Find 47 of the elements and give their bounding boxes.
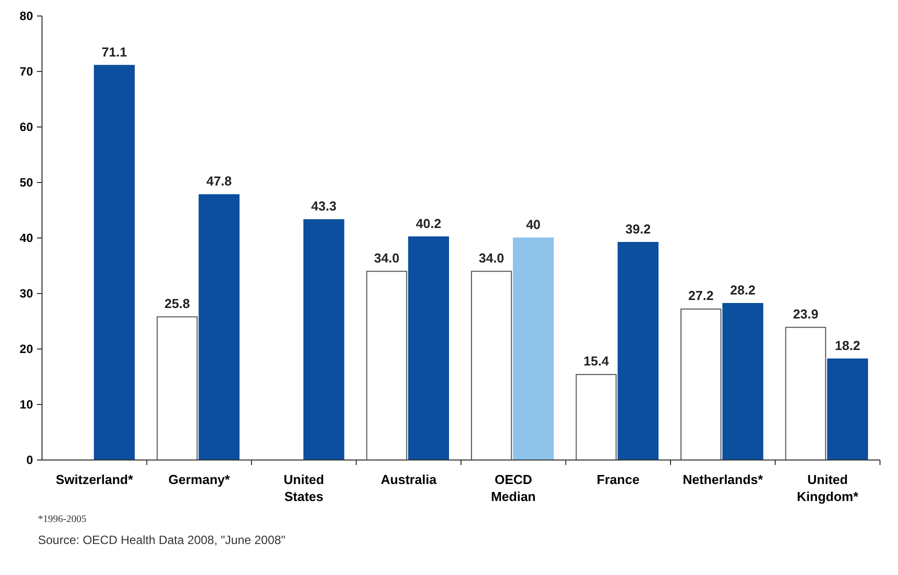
text: *1996-2005 — [38, 514, 86, 525]
bar — [576, 374, 617, 460]
y-tick-label: 50 — [20, 176, 34, 190]
source-note: Source: OECD Health Data 2008, "June 2008" — [38, 533, 286, 547]
bar — [722, 302, 764, 460]
y-tick-label: 40 — [20, 231, 34, 246]
x-tick-label: OECD Median — [490, 472, 536, 504]
data-label: 43.3 — [311, 198, 336, 214]
bar — [303, 219, 344, 460]
bar — [827, 358, 868, 460]
data-label: 40.2 — [416, 216, 442, 231]
x-tick-label: Netherlands* — [682, 472, 764, 487]
bar — [618, 242, 659, 460]
x-tick-label: Australia — [380, 472, 438, 487]
x-tick-label: France — [596, 472, 640, 487]
data-label: 15.4 — [584, 354, 610, 369]
y-tick-label: 60 — [20, 120, 34, 134]
y-tick-label: 10 — [20, 398, 34, 412]
y-tick-label: 0 — [26, 453, 34, 468]
bar — [785, 326, 826, 460]
data-label: 25.8 — [164, 296, 190, 311]
y-tick-label: 30 — [20, 286, 34, 301]
y-tick-label: 70 — [20, 64, 34, 79]
x-tick-label: Switzerland* — [56, 472, 134, 487]
data-label: 27.2 — [688, 288, 714, 304]
y-tick-label: 20 — [20, 342, 34, 356]
data-label: 40 — [526, 217, 541, 232]
x-tick-label: United Kingdom* — [796, 472, 860, 504]
data-label: 47.8 — [206, 174, 232, 189]
data-label: 28.2 — [730, 282, 756, 298]
data-label: 34.0 — [478, 250, 504, 266]
x-tick-label: Germany* — [168, 472, 231, 487]
bar — [680, 308, 722, 460]
bar — [470, 270, 512, 460]
data-label: 39.2 — [625, 221, 651, 236]
data-label: 71.1 — [102, 44, 127, 60]
bar — [198, 194, 240, 460]
bar — [512, 238, 554, 460]
bar — [156, 316, 198, 460]
data-label: 18.2 — [834, 338, 860, 353]
data-label: 34.0 — [374, 250, 400, 266]
bar — [366, 270, 408, 460]
x-tick-label: United States — [284, 472, 324, 504]
y-tick-label: 80 — [20, 9, 34, 24]
bar — [408, 236, 450, 460]
data-label: 23.9 — [793, 306, 818, 322]
bar — [94, 64, 135, 460]
